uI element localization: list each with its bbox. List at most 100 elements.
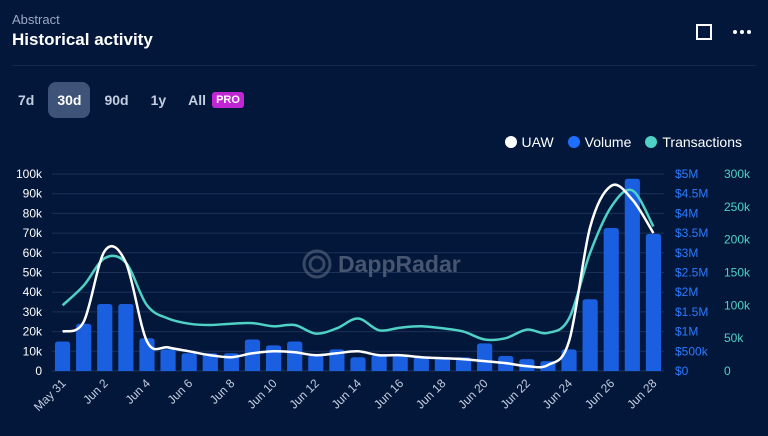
range-label: All <box>188 92 207 108</box>
legend-item-uaw[interactable]: UAW <box>504 134 554 150</box>
y-right-volume-tick-label: $4.5M <box>675 187 708 201</box>
y-left-tick-label: 20k <box>23 325 43 339</box>
volume-bar <box>350 357 366 371</box>
transactions-legend-dot <box>645 136 658 148</box>
uaw-line <box>62 183 655 369</box>
x-tick-label: Jun 14 <box>329 376 365 412</box>
range-all-button[interactable]: All PRO <box>180 82 252 118</box>
y-right-volume-tick-label: $0 <box>675 364 689 378</box>
y-left-tick-label: 70k <box>23 226 43 240</box>
uaw-legend-dot <box>504 136 517 148</box>
range-label: 30d <box>57 92 82 108</box>
range-label: 7d <box>18 92 35 108</box>
volume-bar <box>371 355 387 371</box>
y-right-transactions-tick-label: 250k <box>724 200 751 214</box>
chart-header: Abstract Historical activity <box>12 12 153 50</box>
header-divider <box>12 65 756 66</box>
header-actions <box>694 22 752 42</box>
y-left-tick-label: 50k <box>23 266 43 280</box>
range-1y-button[interactable]: 1y <box>143 82 175 118</box>
x-tick-label: Jun 26 <box>582 376 618 412</box>
y-left-tick-label: 80k <box>23 206 43 220</box>
x-tick-label: Jun 8 <box>207 376 238 407</box>
legend-label: Volume <box>584 134 632 150</box>
range-label: 1y <box>150 92 167 108</box>
x-tick-label: Jun 6 <box>165 376 196 407</box>
y-right-transactions-tick-label: 150k <box>724 266 751 280</box>
x-tick-label: May 31 <box>31 376 69 414</box>
volume-bar <box>181 353 197 371</box>
range-label: 90d <box>104 92 129 108</box>
legend-label: Transactions <box>662 134 742 150</box>
volume-bar <box>265 345 282 371</box>
volume-bar <box>645 233 662 371</box>
chart-title: Historical activity <box>12 30 153 49</box>
x-tick-label: Jun 20 <box>455 376 491 412</box>
y-left-tick-label: 60k <box>23 246 43 260</box>
time-range-selector: 7d 30d 90d 1y All PRO <box>10 82 252 118</box>
volume-bar <box>624 178 640 371</box>
volume-bar <box>76 323 92 371</box>
pro-badge: PRO <box>212 92 244 108</box>
volume-bar <box>582 299 598 371</box>
more-options-icon[interactable] <box>732 22 752 42</box>
volume-bar <box>160 349 176 371</box>
y-right-volume-tick-label: $2.5M <box>675 266 708 280</box>
range-90d-button[interactable]: 90d <box>96 82 136 118</box>
y-right-transactions-tick-label: 300k <box>724 167 751 181</box>
watermark-text: DappRadar <box>338 251 461 277</box>
volume-bar <box>308 355 324 371</box>
volume-bar <box>434 357 451 371</box>
volume-legend-dot <box>567 136 580 148</box>
transactions-line <box>61 188 655 342</box>
x-tick-label: Jun 22 <box>498 376 534 412</box>
dappradar-watermark: DappRadar <box>302 249 461 279</box>
legend-item-volume[interactable]: Volume <box>567 134 632 150</box>
y-right-transactions-tick-label: 200k <box>724 233 751 247</box>
x-tick-label: Jun 2 <box>80 376 111 407</box>
range-7d-button[interactable]: 7d <box>10 82 42 118</box>
volume-bar <box>244 339 261 371</box>
y-right-volume-tick-label: $3M <box>675 246 698 260</box>
volume-bar <box>287 341 303 371</box>
volume-bar <box>413 357 429 371</box>
legend-item-transactions[interactable]: Transactions <box>645 134 742 150</box>
legend-label: UAW <box>521 134 554 150</box>
y-right-volume-tick-label: $1M <box>675 325 698 339</box>
y-right-transactions-tick-label: 0 <box>724 364 731 378</box>
volume-bar <box>477 343 493 371</box>
volume-bar <box>97 304 113 371</box>
y-left-tick-label: 40k <box>23 285 43 299</box>
project-name: Abstract <box>12 12 60 27</box>
range-30d-button[interactable]: 30d <box>48 82 91 118</box>
x-tick-label: Jun 16 <box>371 376 407 412</box>
y-right-volume-tick-label: $3.5M <box>675 226 708 240</box>
x-tick-label: Jun 12 <box>287 376 323 412</box>
x-tick-label: Jun 10 <box>244 376 280 412</box>
volume-bar <box>561 349 577 371</box>
y-left-tick-label: 10k <box>23 344 43 358</box>
volume-bar <box>603 227 619 371</box>
expand-icon[interactable] <box>694 22 714 42</box>
y-right-volume-tick-label: $500k <box>675 344 709 358</box>
volume-bar <box>118 304 134 371</box>
y-right-volume-tick-label: $5M <box>675 167 698 181</box>
y-left-tick-label: 30k <box>23 305 43 319</box>
y-right-volume-tick-label: $4M <box>675 206 698 220</box>
x-tick-label: Jun 4 <box>122 376 153 407</box>
chart-legend: UAW Volume Transactions <box>504 134 742 150</box>
y-right-transactions-tick-label: 100k <box>724 298 751 312</box>
x-tick-label: Jun 24 <box>540 376 576 412</box>
x-tick-label: Jun 18 <box>413 376 449 412</box>
y-left-tick-label: 90k <box>23 187 43 201</box>
volume-bar <box>202 353 218 371</box>
y-right-volume-tick-label: $2M <box>675 285 698 299</box>
volume-bar <box>392 355 408 371</box>
y-left-tick-label: 0 <box>35 364 42 378</box>
volume-bar <box>54 341 71 371</box>
y-left-tick-label: 100k <box>16 167 43 181</box>
y-right-transactions-tick-label: 50k <box>724 331 744 345</box>
x-tick-label: Jun 28 <box>624 376 660 412</box>
y-right-volume-tick-label: $1.5M <box>675 305 708 319</box>
